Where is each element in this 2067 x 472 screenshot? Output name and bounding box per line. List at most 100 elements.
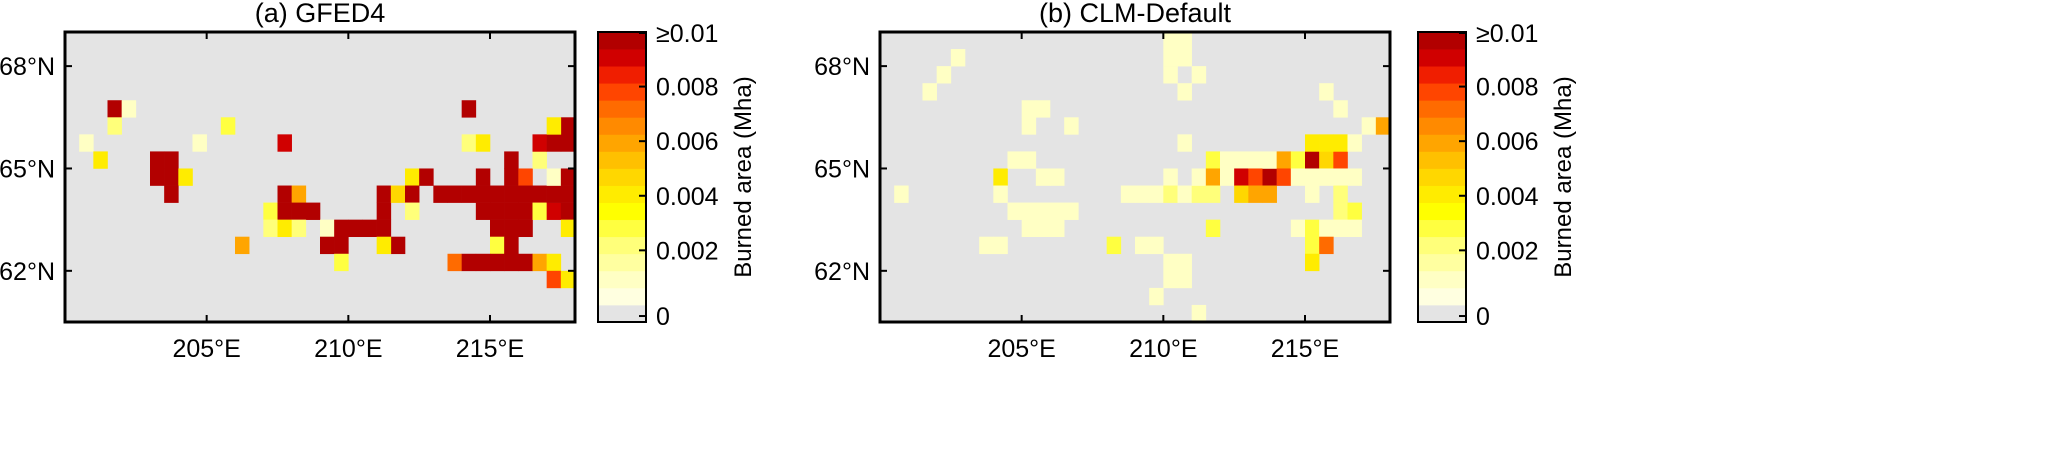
heatmap-cell [1375,117,1390,135]
heatmap-cell [376,202,392,220]
heatmap-cell [475,168,491,186]
heatmap-cell [277,202,292,220]
heatmap-cell [1347,134,1362,152]
heatmap-cell [560,168,575,186]
heatmap-cell [1305,151,1320,169]
heatmap-cell [894,185,909,203]
heatmap-cell [291,185,307,203]
plot-background [65,32,575,322]
colorbar-segment [1418,253,1466,272]
heatmap-cell [164,168,179,186]
x-tick-label: 215°E [1271,335,1339,363]
chart-title: (b) CLM-Default [1039,0,1232,28]
heatmap-cell [1177,32,1192,50]
heatmap-cell [1191,168,1207,186]
heatmap-cell [277,185,292,203]
colorbar-segment [598,66,646,84]
colorbar-frame [597,31,647,323]
heatmap-cell [1390,117,1404,134]
colorbar-tick-label: 0.002 [1476,237,1539,265]
colorbar-segment [1418,151,1466,169]
colorbar-segment [1418,287,1466,306]
heatmap-cell [1163,168,1178,186]
colorbar-segment [598,287,646,306]
heatmap-cell [490,202,505,220]
heatmap-cell [192,134,207,152]
heatmap-cell [305,202,321,220]
heatmap-cell [1220,168,1235,186]
colorbar-label: Burned area (Mha) [730,76,757,277]
heatmap-cell [532,202,547,220]
x-tick-label: 205°E [987,335,1055,363]
heatmap-cell [1120,185,1136,203]
heatmap-cell [235,236,250,255]
heatmap-cell [419,168,434,186]
colorbar-segment [598,49,646,67]
heatmap-cell [518,168,533,186]
y-tick-label: 62°N [814,258,870,286]
heatmap-cell [405,168,420,186]
heatmap-cell [1177,134,1192,152]
heatmap-cell [1149,236,1164,255]
colorbar-segment [598,32,646,50]
colorbar-tick-label: ≥0.01 [1476,20,1538,48]
heatmap-cell [560,270,575,289]
heatmap-cell [1333,100,1348,118]
heatmap-cell [490,219,505,238]
heatmap-cell [433,185,448,203]
heatmap-cell [263,202,278,220]
heatmap-cell [504,219,519,238]
heatmap-cell [405,202,420,220]
heatmap-cell [263,219,278,238]
heatmap-cell [1135,185,1150,203]
heatmap-cell [1050,202,1065,220]
heatmap-cell [546,134,562,152]
heatmap-cell [993,185,1008,203]
heatmap-cell [461,185,477,203]
heatmap-cell [390,185,406,203]
heatmap-cell [461,134,477,152]
colorbar-segment [598,219,646,238]
heatmap-cell [1319,168,1334,186]
heatmap-cell [277,134,292,152]
heatmap-cell [1305,134,1320,152]
heatmap-cell [1035,219,1051,238]
heatmap-cell [1305,185,1320,203]
colorbar-segment [598,134,646,152]
heatmap-cell [1305,219,1320,238]
heatmap-cell [1149,287,1164,306]
heatmap-cell [546,117,562,135]
heatmap-cell [518,202,533,220]
heatmap-cell [1319,83,1334,101]
heatmap-cell [1262,168,1277,186]
heatmap-cell [490,185,505,203]
colorbar-segment [598,168,646,186]
panel-a: (a) GFED4 205°E 210°E 215°E 62°N 65°N 68°N ≥0.0… [0,0,757,363]
colorbar-segment [598,253,646,272]
heatmap-cell [164,151,179,169]
heatmap-cell [348,219,363,238]
heatmap-cell [1177,83,1192,101]
heatmap-cell [490,236,505,255]
heatmap-cell [1205,168,1221,186]
panel-b: (b) CLM-Default 205°E 210°E 215°E 62°N 65°N 68… [814,0,1577,363]
colorbar-segment [1418,270,1466,289]
heatmap-cell [376,185,392,203]
heatmap-cell [320,219,335,238]
heatmap-cell [150,151,165,169]
heatmap-cell [1035,202,1051,220]
heatmap-cell [1021,219,1037,238]
heatmap-cell [979,236,994,255]
heatmap-cell [1333,219,1348,238]
heatmap-cell [1007,151,1022,169]
heatmap-cell [546,168,562,186]
heatmap-cell [1163,185,1178,203]
colorbar-segment [1418,236,1466,255]
heatmap-cell [1276,168,1292,186]
heatmap-cell [291,219,307,238]
heatmap-cell [1191,66,1207,84]
heatmap-cell [291,202,307,220]
heatmap-cell [504,185,519,203]
heatmap-cell [1050,219,1065,238]
colorbar-segment [598,236,646,255]
